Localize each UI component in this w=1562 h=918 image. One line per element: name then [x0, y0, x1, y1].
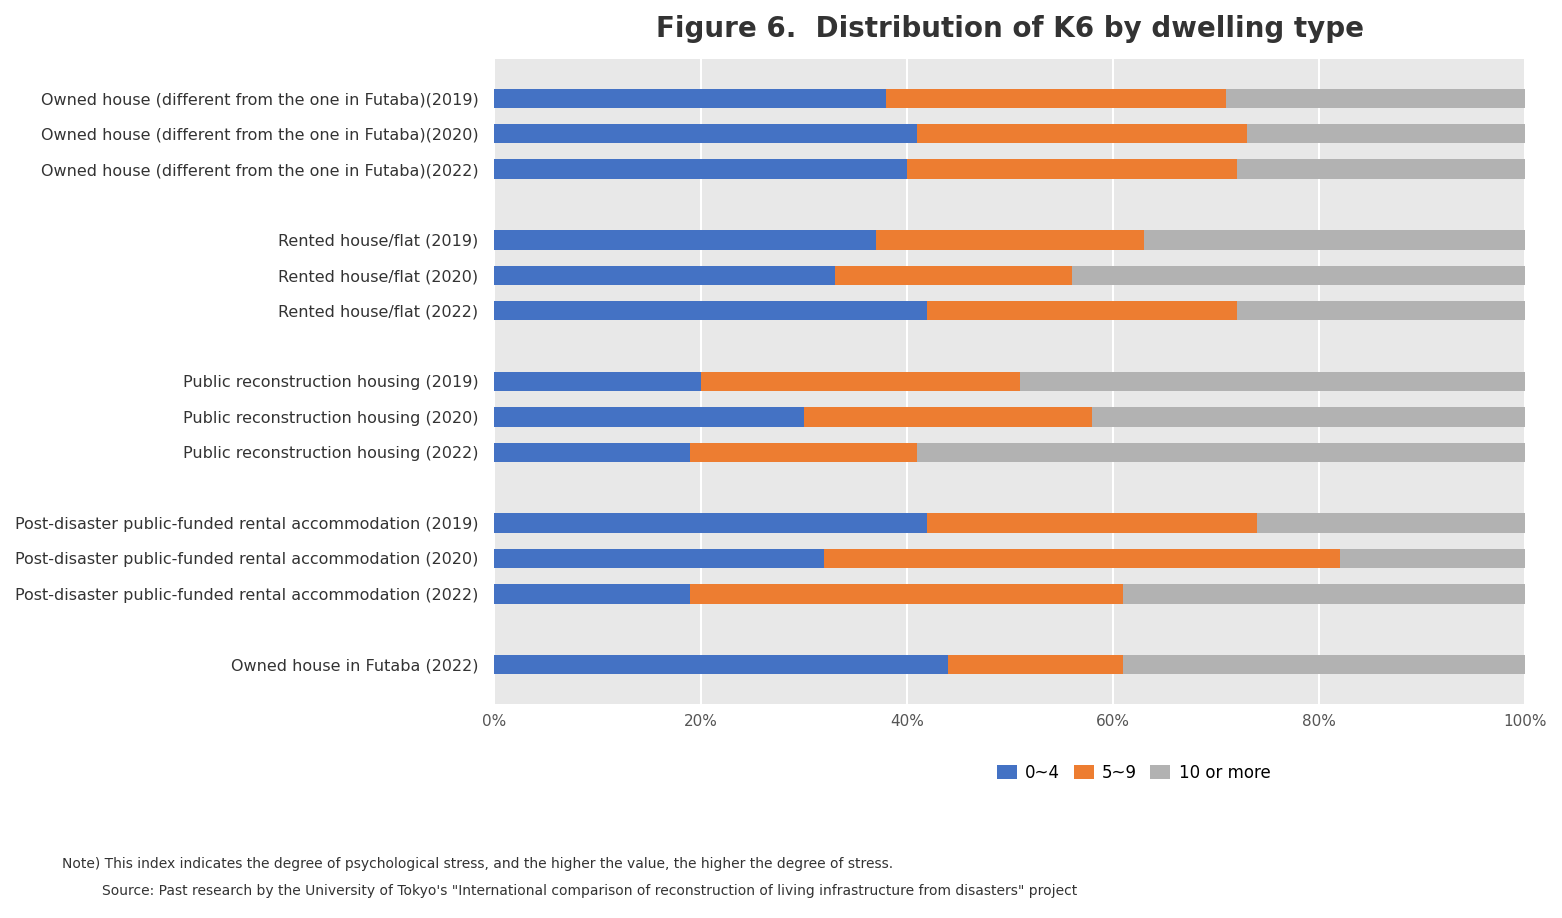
Bar: [928, 513, 1257, 532]
Bar: [948, 655, 1123, 675]
Bar: [825, 549, 1340, 568]
Bar: [495, 513, 928, 532]
Bar: [495, 442, 690, 462]
Bar: [1237, 160, 1525, 179]
Bar: [1123, 655, 1525, 675]
Title: Figure 6.  Distribution of K6 by dwelling type: Figure 6. Distribution of K6 by dwelling…: [656, 15, 1364, 43]
Bar: [1092, 407, 1525, 427]
Bar: [495, 372, 701, 391]
Bar: [495, 265, 834, 285]
Text: Note) This index indicates the degree of psychological stress, and the higher th: Note) This index indicates the degree of…: [62, 856, 893, 870]
Bar: [876, 230, 1143, 250]
Bar: [495, 230, 876, 250]
Text: Source: Past research by the University of Tokyo's "International comparison of : Source: Past research by the University …: [102, 884, 1076, 898]
Bar: [701, 372, 1020, 391]
Bar: [834, 265, 1072, 285]
Bar: [908, 160, 1237, 179]
Bar: [1237, 301, 1525, 320]
Bar: [886, 88, 1226, 108]
Bar: [1143, 230, 1525, 250]
Bar: [1072, 265, 1525, 285]
Bar: [495, 160, 908, 179]
Bar: [1257, 513, 1525, 532]
Bar: [495, 655, 948, 675]
Bar: [495, 407, 804, 427]
Bar: [917, 442, 1525, 462]
Bar: [495, 584, 690, 604]
Bar: [690, 442, 917, 462]
Bar: [1246, 124, 1525, 143]
Bar: [1340, 549, 1525, 568]
Bar: [1226, 88, 1525, 108]
Legend: 0~4, 5~9, 10 or more: 0~4, 5~9, 10 or more: [990, 757, 1276, 789]
Bar: [928, 301, 1237, 320]
Bar: [495, 301, 928, 320]
Bar: [495, 88, 886, 108]
Bar: [917, 124, 1246, 143]
Bar: [690, 584, 1123, 604]
Bar: [1123, 584, 1525, 604]
Bar: [495, 549, 825, 568]
Bar: [804, 407, 1092, 427]
Bar: [1020, 372, 1525, 391]
Bar: [495, 124, 917, 143]
